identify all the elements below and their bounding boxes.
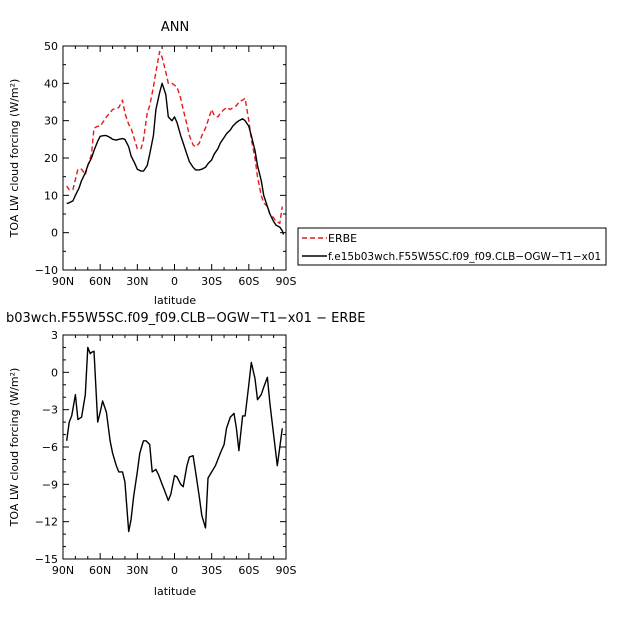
top-series-1-line	[66, 82, 285, 235]
bottom-series-0-line	[66, 346, 283, 533]
x-tick-label: 30S	[201, 275, 222, 288]
bottom-axes: 90N 60N 30N 0 30S 60S 90S −15 −12 −9 −6 −3 0 3	[35, 329, 297, 577]
y-tick-label: 0	[51, 366, 58, 379]
y-tick-label: −6	[42, 441, 58, 454]
bottom-series	[66, 346, 283, 533]
legend: ERBE f.e15b03wch.F55W5SC.f09_f09.CLB−OGW…	[297, 227, 607, 266]
bottom-panel: b03wch.F55W5SC.f09_f09.CLB−OGW−T1−x01 − …	[6, 311, 365, 598]
y-tick-label: −9	[42, 478, 58, 491]
y-tick-label: 3	[51, 329, 58, 342]
x-tick-label: 60S	[238, 275, 259, 288]
y-tick-label: −12	[35, 516, 58, 529]
top-xlabel: latitude	[154, 294, 196, 307]
y-tick-label: 10	[44, 189, 58, 202]
y-tick-label: 20	[44, 152, 58, 165]
y-tick-label: −10	[35, 264, 58, 277]
top-plot-frame	[62, 45, 287, 271]
top-axes: 90N 60N 30N 0 30S 60S 90S −10 0 10 20 30 40 50	[35, 40, 297, 288]
x-tick-label: 90N	[52, 564, 74, 577]
y-tick-label: 0	[51, 227, 58, 240]
y-tick-label: 30	[44, 115, 58, 128]
bottom-ylabel: TOA LW cloud forcing (W/m²)	[8, 368, 21, 528]
x-tick-label: 90S	[276, 564, 297, 577]
top-ylabel: TOA LW cloud forcing (W/m²)	[8, 79, 21, 239]
y-tick-label: 50	[44, 40, 58, 53]
y-tick-label: −3	[42, 404, 58, 417]
top-title: ANN	[161, 20, 189, 35]
legend-box	[297, 227, 607, 266]
y-tick-label: 40	[44, 77, 58, 90]
x-tick-label: 60S	[238, 564, 259, 577]
x-tick-label: 30N	[126, 275, 148, 288]
x-tick-label: 30S	[201, 564, 222, 577]
x-tick-label: 60N	[89, 564, 111, 577]
y-tick-label: −15	[35, 553, 58, 566]
top-series	[66, 50, 285, 235]
x-tick-label: 60N	[89, 275, 111, 288]
x-tick-label: 0	[171, 275, 178, 288]
x-tick-label: 90N	[52, 275, 74, 288]
top-series-0-line	[66, 50, 283, 225]
x-tick-label: 90S	[276, 275, 297, 288]
legend-erbe-label: ERBE	[328, 232, 357, 245]
bottom-title: b03wch.F55W5SC.f09_f09.CLB−OGW−T1−x01 − …	[6, 311, 365, 326]
legend-model-label: f.e15b03wch.F55W5SC.f09_f09.CLB−OGW−T1−x…	[328, 251, 601, 263]
top-panel: ANN 90N 60N 30N 0 30S 60S 90S −10 0 10 20 30 40 50 la…	[8, 20, 297, 307]
x-tick-label: 30N	[126, 564, 148, 577]
x-tick-label: 0	[171, 564, 178, 577]
bottom-xlabel: latitude	[154, 585, 196, 598]
